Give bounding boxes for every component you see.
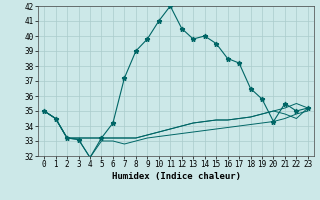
- X-axis label: Humidex (Indice chaleur): Humidex (Indice chaleur): [111, 172, 241, 181]
